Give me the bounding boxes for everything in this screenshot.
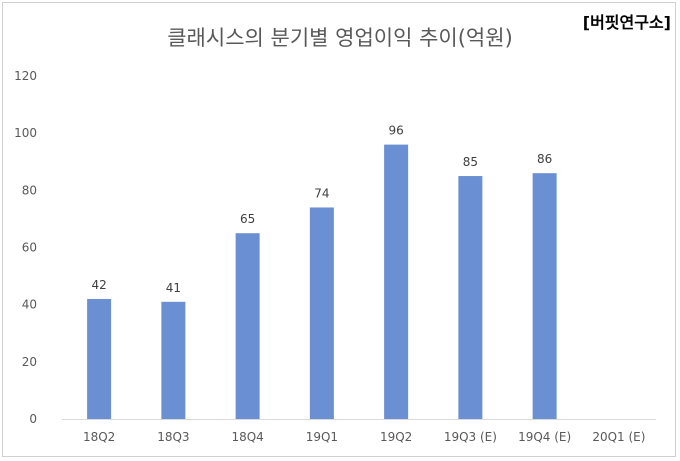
y-tick-label: 80 [22, 183, 37, 197]
bar [458, 176, 483, 419]
y-tick-label: 100 [14, 126, 37, 140]
x-tick-label: 19Q1 [306, 430, 338, 444]
x-tick-label: 19Q3 (E) [444, 430, 497, 444]
x-tick-label: 18Q4 [231, 430, 263, 444]
chart-title: 클래시스의 분기별 영업이익 추이(억원) [167, 26, 513, 50]
x-tick-label: 20Q1 (E) [592, 430, 645, 444]
x-tick-label: 18Q3 [157, 430, 189, 444]
y-tick-label: 120 [14, 69, 37, 83]
bar [384, 144, 409, 419]
bars [87, 144, 557, 419]
data-label: 65 [240, 212, 255, 226]
data-label: 74 [314, 186, 329, 200]
x-axis-tick-labels: 18Q2 18Q3 18Q4 19Q1 19Q2 19Q3 (E) 19Q4 (E) 20Q1… [83, 430, 645, 444]
x-tick-label: 18Q2 [83, 430, 115, 444]
data-label: 86 [537, 152, 552, 166]
chart-frame [2, 2, 676, 457]
x-tick-label: 19Q2 [380, 430, 412, 444]
bar [161, 301, 186, 419]
bar [309, 207, 334, 419]
source-tag: [버핏연구소] [582, 13, 671, 32]
y-tick-label: 20 [22, 355, 37, 369]
data-label: 41 [166, 281, 181, 295]
y-tick-label: 60 [22, 241, 37, 255]
x-tick-label: 19Q4 (E) [518, 430, 571, 444]
data-label: 42 [91, 278, 106, 292]
bar [532, 173, 557, 419]
data-label: 96 [388, 124, 403, 138]
y-axis-tick-labels: 0 20 40 60 80 100 120 [14, 69, 37, 426]
y-tick-label: 0 [29, 412, 37, 426]
bar [235, 233, 260, 419]
data-label: 85 [463, 155, 478, 169]
bar [87, 298, 112, 419]
y-tick-label: 40 [22, 298, 37, 312]
data-labels: 42 41 65 74 96 85 86 [91, 124, 552, 295]
